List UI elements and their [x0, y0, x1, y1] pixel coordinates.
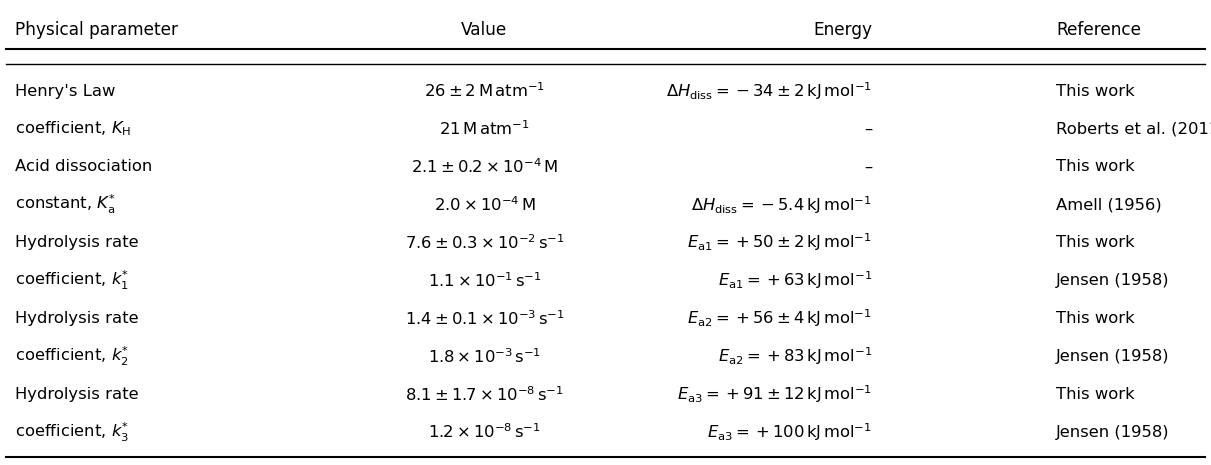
Text: coefficient, $k_{1}^{*}$: coefficient, $k_{1}^{*}$ [15, 269, 128, 292]
Text: $7.6 \pm 0.3 \times 10^{-2}\,\mathrm{s^{-1}}$: $7.6 \pm 0.3 \times 10^{-2}\,\mathrm{s^{… [404, 233, 564, 252]
Text: $E_{\mathrm{a3}} = +100\,\mathrm{kJ\,mol^{-1}}$: $E_{\mathrm{a3}} = +100\,\mathrm{kJ\,mol… [707, 421, 872, 443]
Text: Amell (1956): Amell (1956) [1056, 197, 1161, 212]
Text: $1.8 \times 10^{-3}\,\mathrm{s^{-1}}$: $1.8 \times 10^{-3}\,\mathrm{s^{-1}}$ [427, 347, 541, 365]
Text: coefficient, $k_{2}^{*}$: coefficient, $k_{2}^{*}$ [15, 345, 128, 368]
Text: $E_{\mathrm{a1}} = +50 \pm 2\,\mathrm{kJ\,mol^{-1}}$: $E_{\mathrm{a1}} = +50 \pm 2\,\mathrm{kJ… [687, 232, 872, 253]
Text: Hydrolysis rate: Hydrolysis rate [15, 387, 138, 402]
Text: Value: Value [461, 21, 507, 39]
Text: coefficient, $K_{\mathrm{H}}$: coefficient, $K_{\mathrm{H}}$ [15, 120, 131, 138]
Text: $1.2 \times 10^{-8}\,\mathrm{s^{-1}}$: $1.2 \times 10^{-8}\,\mathrm{s^{-1}}$ [427, 423, 541, 441]
Text: Jensen (1958): Jensen (1958) [1056, 425, 1170, 439]
Text: $2.1 \pm 0.2 \times 10^{-4}\,\mathrm{M}$: $2.1 \pm 0.2 \times 10^{-4}\,\mathrm{M}$ [411, 158, 558, 176]
Text: This work: This work [1056, 387, 1135, 402]
Text: $21\,\mathrm{M\,atm^{-1}}$: $21\,\mathrm{M\,atm^{-1}}$ [440, 120, 529, 138]
Text: This work: This work [1056, 159, 1135, 174]
Text: constant, $K_{\mathrm{a}}^{*}$: constant, $K_{\mathrm{a}}^{*}$ [15, 193, 115, 216]
Text: $26 \pm 2\,\mathrm{M\,atm^{-1}}$: $26 \pm 2\,\mathrm{M\,atm^{-1}}$ [424, 82, 545, 100]
Text: –: – [863, 159, 872, 174]
Text: Jensen (1958): Jensen (1958) [1056, 349, 1170, 364]
Text: Roberts et al. (2011): Roberts et al. (2011) [1056, 121, 1211, 136]
Text: $2.0 \times 10^{-4}\,\mathrm{M}$: $2.0 \times 10^{-4}\,\mathrm{M}$ [434, 195, 535, 214]
Text: $1.4 \pm 0.1 \times 10^{-3}\,\mathrm{s^{-1}}$: $1.4 \pm 0.1 \times 10^{-3}\,\mathrm{s^{… [404, 309, 564, 328]
Text: Acid dissociation: Acid dissociation [15, 159, 151, 174]
Text: $1.1 \times 10^{-1}\,\mathrm{s^{-1}}$: $1.1 \times 10^{-1}\,\mathrm{s^{-1}}$ [427, 271, 541, 290]
Text: Reference: Reference [1056, 21, 1141, 39]
Text: Energy: Energy [813, 21, 872, 39]
Text: $\Delta H_{\mathrm{diss}} = -5.4\,\mathrm{kJ\,mol^{-1}}$: $\Delta H_{\mathrm{diss}} = -5.4\,\mathr… [691, 194, 872, 216]
Text: Jensen (1958): Jensen (1958) [1056, 273, 1170, 288]
Text: $E_{\mathrm{a2}} = +83\,\mathrm{kJ\,mol^{-1}}$: $E_{\mathrm{a2}} = +83\,\mathrm{kJ\,mol^… [718, 345, 872, 367]
Text: Physical parameter: Physical parameter [15, 21, 178, 39]
Text: coefficient, $k_{3}^{*}$: coefficient, $k_{3}^{*}$ [15, 420, 128, 444]
Text: $E_{\mathrm{a3}} = +91 \pm 12\,\mathrm{kJ\,mol^{-1}}$: $E_{\mathrm{a3}} = +91 \pm 12\,\mathrm{k… [677, 383, 872, 405]
Text: $8.1 \pm 1.7 \times 10^{-8}\,\mathrm{s^{-1}}$: $8.1 \pm 1.7 \times 10^{-8}\,\mathrm{s^{… [406, 385, 563, 404]
Text: $E_{\mathrm{a2}} = +56 \pm 4\,\mathrm{kJ\,mol^{-1}}$: $E_{\mathrm{a2}} = +56 \pm 4\,\mathrm{kJ… [687, 307, 872, 329]
Text: $\Delta H_{\mathrm{diss}} = -34 \pm 2\,\mathrm{kJ\,mol^{-1}}$: $\Delta H_{\mathrm{diss}} = -34 \pm 2\,\… [666, 80, 872, 102]
Text: This work: This work [1056, 84, 1135, 99]
Text: Henry's Law: Henry's Law [15, 84, 115, 99]
Text: This work: This work [1056, 311, 1135, 326]
Text: Hydrolysis rate: Hydrolysis rate [15, 235, 138, 250]
Text: This work: This work [1056, 235, 1135, 250]
Text: Hydrolysis rate: Hydrolysis rate [15, 311, 138, 326]
Text: $E_{\mathrm{a1}} = +63\,\mathrm{kJ\,mol^{-1}}$: $E_{\mathrm{a1}} = +63\,\mathrm{kJ\,mol^… [718, 270, 872, 292]
Text: –: – [863, 121, 872, 136]
